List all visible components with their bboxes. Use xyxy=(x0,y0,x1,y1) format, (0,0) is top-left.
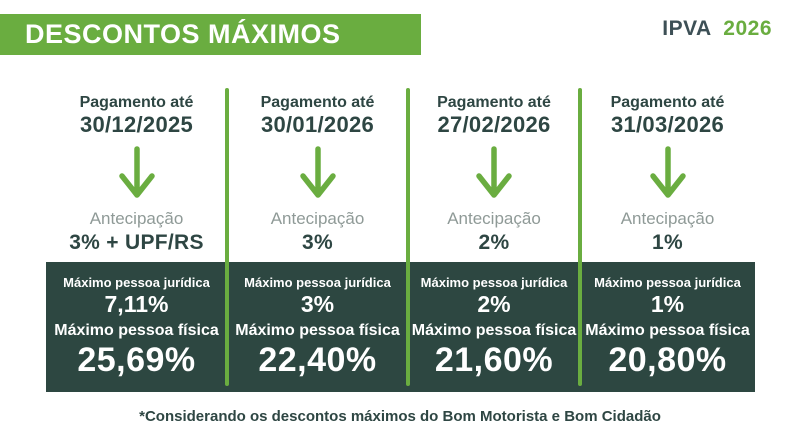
deadline-date: 31/03/2026 xyxy=(610,112,725,138)
footnote: *Considerando os descontos máximos do Bo… xyxy=(139,408,661,425)
legal-entity-value: 7,11% xyxy=(104,291,169,318)
anticipation-label: Antecipação xyxy=(270,209,365,229)
brand-year: 2026 xyxy=(723,17,772,40)
results-panel: Máximo pessoa jurídica 7,11% Máximo pess… xyxy=(46,262,227,392)
column-divider xyxy=(406,88,410,386)
column-divider xyxy=(225,88,229,386)
individual-value: 20,80% xyxy=(608,340,727,379)
legal-entity-label: Máximo pessoa jurídica xyxy=(420,274,568,290)
anticipation-label: Antecipação xyxy=(620,209,715,229)
individual-value: 21,60% xyxy=(434,340,554,379)
column-divider xyxy=(578,88,582,386)
down-arrow-icon xyxy=(472,146,516,202)
results-panel: Máximo pessoa jurídica 2% Máximo pessoa … xyxy=(408,262,580,392)
payment-label: Pagamento até xyxy=(79,94,194,111)
discount-column-1: Pagamento até 30/12/2025 Antecipação 3% … xyxy=(46,88,227,392)
page-title: DESCONTOS MÁXIMOS xyxy=(25,19,341,49)
down-arrow-icon xyxy=(646,146,690,202)
individual-value: 22,40% xyxy=(258,340,377,379)
legal-entity-value: 1% xyxy=(650,291,685,318)
deadline-date: 27/02/2026 xyxy=(437,112,551,138)
legal-entity-label: Máximo pessoa jurídica xyxy=(594,274,741,290)
legal-entity-value: 3% xyxy=(300,291,335,318)
discount-column-3: Pagamento até 27/02/2026 Antecipação 2% … xyxy=(408,88,580,392)
brand: IPVA 2026 xyxy=(662,17,772,41)
results-panel: Máximo pessoa jurídica 3% Máximo pessoa … xyxy=(227,262,408,392)
results-panel-background xyxy=(46,262,755,392)
deadline-date: 30/12/2025 xyxy=(79,112,194,138)
payment-label: Pagamento até xyxy=(610,94,725,111)
individual-label: Máximo pessoa física xyxy=(235,321,400,339)
anticipation-value: 3% + UPF/RS xyxy=(69,231,204,255)
individual-label: Máximo pessoa física xyxy=(585,321,750,339)
payment-label: Pagamento até xyxy=(260,94,375,111)
legal-entity-value: 2% xyxy=(477,291,511,318)
legal-entity-label: Máximo pessoa jurídica xyxy=(63,274,210,290)
discount-column-4: Pagamento até 31/03/2026 Antecipação 1% … xyxy=(580,88,755,392)
anticipation-value: 2% xyxy=(478,231,510,255)
individual-value: 25,69% xyxy=(77,340,196,379)
anticipation-label: Antecipação xyxy=(89,209,184,229)
discount-columns: Pagamento até 30/12/2025 Antecipação 3% … xyxy=(46,88,755,392)
individual-label: Máximo pessoa física xyxy=(54,321,219,339)
results-panel: Máximo pessoa jurídica 1% Máximo pessoa … xyxy=(580,262,755,392)
individual-label: Máximo pessoa física xyxy=(411,321,577,339)
down-arrow-icon xyxy=(115,146,159,202)
discount-column-2: Pagamento até 30/01/2026 Antecipação 3% … xyxy=(227,88,408,392)
brand-name: IPVA xyxy=(662,17,711,40)
anticipation-value: 3% xyxy=(302,231,333,255)
deadline-date: 30/01/2026 xyxy=(260,112,375,138)
down-arrow-icon xyxy=(296,146,340,202)
anticipation-label: Antecipação xyxy=(447,209,541,229)
title-banner: DESCONTOS MÁXIMOS xyxy=(0,14,421,55)
legal-entity-label: Máximo pessoa jurídica xyxy=(244,274,391,290)
anticipation-value: 1% xyxy=(652,231,683,255)
payment-label: Pagamento até xyxy=(437,94,551,111)
